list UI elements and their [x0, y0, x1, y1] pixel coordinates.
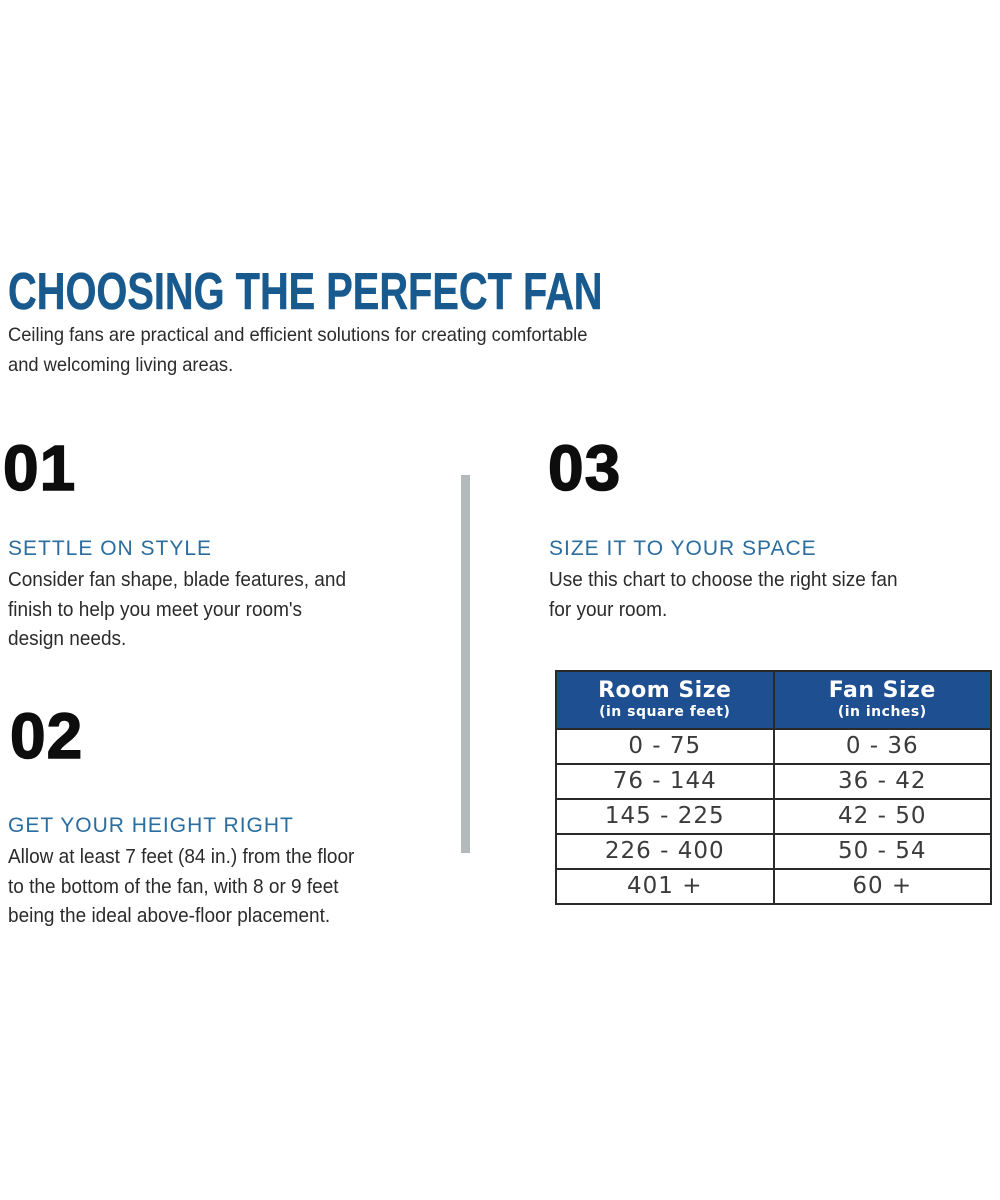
- room-size-cell: 0 - 75: [555, 728, 775, 765]
- column-divider: [461, 475, 470, 853]
- fan-size-chart-table: Room Size (in square feet) Fan Size (in …: [555, 670, 992, 905]
- step-body-line: Use this chart to choose the right size …: [549, 569, 898, 591]
- step-heading-get-your-height-right: GET YOUR HEIGHT RIGHT: [8, 814, 294, 837]
- room-size-header-unit: (in square feet): [599, 703, 731, 720]
- page-subtitle: Ceiling fans are practical and efficient…: [8, 320, 587, 380]
- step-body-03: Use this chart to choose the right size …: [549, 566, 898, 625]
- table-row: 226 - 400 50 - 54: [555, 833, 992, 870]
- room-size-cell: 145 - 225: [555, 798, 775, 835]
- step-body-line: Allow at least 7 feet (84 in.) from the …: [8, 846, 355, 868]
- step-number-03: 03: [547, 432, 622, 504]
- fan-size-cell: 42 - 50: [772, 798, 992, 835]
- page-subtitle-line: and welcoming living areas.: [8, 354, 234, 376]
- table-row: 145 - 225 42 - 50: [555, 798, 992, 835]
- fan-size-header-title: Fan Size: [828, 677, 936, 703]
- fan-size-cell: 36 - 42: [772, 763, 992, 800]
- room-size-cell: 226 - 400: [555, 833, 775, 870]
- step-heading-size-it-to-your-space: SIZE IT TO YOUR SPACE: [549, 537, 817, 560]
- step-body-01: Consider fan shape, blade features, and …: [8, 566, 346, 655]
- step-body-line: design needs.: [8, 628, 127, 650]
- step-body-line: Consider fan shape, blade features, and: [8, 569, 347, 591]
- table-row: 0 - 75 0 - 36: [555, 728, 992, 765]
- step-body-line: finish to help you meet your room's: [8, 598, 303, 621]
- room-size-header-title: Room Size: [598, 677, 732, 703]
- fan-size-header-unit: (in inches): [837, 703, 927, 720]
- table-header-fan-size: Fan Size (in inches): [772, 670, 992, 730]
- table-header-room-size: Room Size (in square feet): [555, 670, 775, 730]
- table-row: 401 + 60 +: [555, 868, 992, 905]
- page-subtitle-line: Ceiling fans are practical and efficient…: [8, 324, 588, 346]
- step-heading-settle-on-style: SETTLE ON STYLE: [8, 537, 213, 560]
- page-title: CHOOSING THE PERFECT FAN: [8, 263, 603, 321]
- room-size-cell: 76 - 144: [555, 763, 775, 800]
- room-size-cell: 401 +: [555, 868, 775, 905]
- step-body-line: being the ideal above-floor placement.: [8, 905, 331, 927]
- step-number-01: 01: [2, 432, 77, 504]
- step-number-02: 02: [9, 700, 84, 772]
- step-body-line: to the bottom of the fan, with 8 or 9 fe…: [8, 875, 339, 898]
- fan-size-cell: 60 +: [772, 868, 992, 905]
- step-body-02: Allow at least 7 feet (84 in.) from the …: [8, 843, 354, 932]
- table-header-row: Room Size (in square feet) Fan Size (in …: [555, 670, 992, 730]
- step-body-line: for your room.: [549, 598, 668, 621]
- table-row: 76 - 144 36 - 42: [555, 763, 992, 800]
- fan-size-cell: 50 - 54: [772, 833, 992, 870]
- fan-size-cell: 0 - 36: [772, 728, 992, 765]
